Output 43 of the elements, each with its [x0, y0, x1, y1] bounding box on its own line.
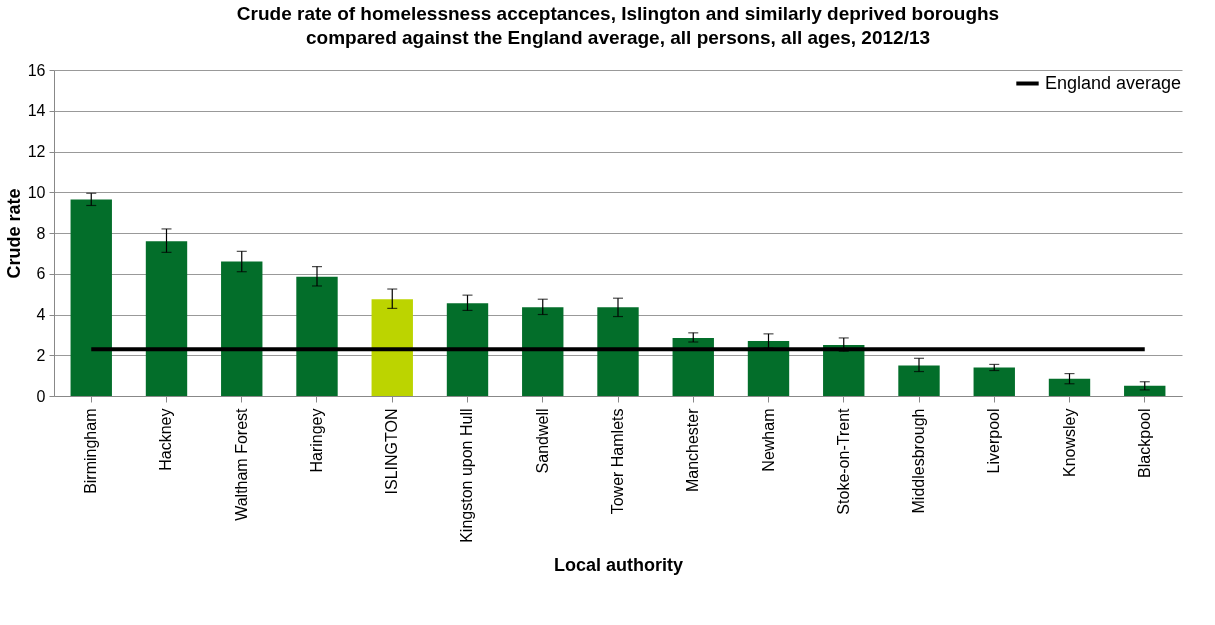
x-tick-label: Middlesbrough [910, 408, 927, 514]
bar [371, 299, 413, 396]
x-tick-label: Liverpool [985, 408, 1003, 474]
x-axis-title: Local authority [553, 554, 684, 575]
bar [522, 307, 564, 396]
bar [446, 303, 489, 396]
bar [823, 345, 865, 396]
bar [973, 367, 1015, 396]
x-tick-label: ISLINGTON [383, 408, 401, 495]
x-tick-label: Haringey [308, 408, 325, 473]
bar [70, 199, 112, 396]
x-tick-label: Blackpool [1135, 408, 1153, 478]
x-tick-label: Sandwell [533, 408, 551, 474]
x-tick-label: Knowsley [1060, 408, 1078, 477]
bar [1048, 378, 1091, 396]
x-tick-label: Waltham Forest [232, 407, 250, 521]
y-tick-label: 6 [36, 265, 46, 283]
bar [898, 365, 940, 396]
bar [1124, 385, 1166, 396]
y-tick-label: 12 [27, 143, 46, 160]
bar [597, 307, 639, 396]
y-tick-label: 2 [36, 346, 46, 364]
y-tick-label: 14 [27, 102, 46, 120]
x-tick-label: Birmingham [82, 408, 100, 494]
y-tick-label: 16 [27, 61, 46, 79]
y-axis-title: Crude rate [3, 188, 24, 279]
x-tick-label: Manchester [684, 407, 702, 493]
x-tick-label: Newham [759, 408, 777, 472]
x-tick-label: Stoke-on-Trent [834, 407, 852, 515]
x-tick-label: Hackney [157, 408, 175, 471]
bar [145, 241, 188, 396]
y-tick-label: 10 [27, 183, 46, 201]
bar [672, 337, 714, 396]
bar [747, 340, 790, 396]
y-tick-label: 0 [36, 387, 46, 405]
chart-title: Crude rate of homelessness acceptances, Islington and similarly deprived boroughs compared against the England average, all persons, all ages, 2012/13 [236, 3, 1000, 48]
x-tick-label: Kingston upon Hull [458, 408, 476, 543]
bar [296, 276, 338, 396]
y-tick-label: 8 [36, 224, 46, 242]
legend-label: England average [1045, 72, 1182, 93]
x-tick-label: Tower Hamlets [609, 408, 626, 515]
y-tick-label: 4 [36, 306, 46, 323]
bar [221, 261, 263, 396]
